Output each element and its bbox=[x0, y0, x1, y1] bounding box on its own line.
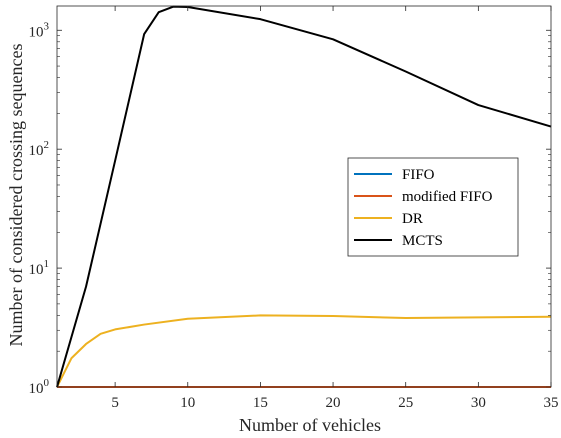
legend-label: modified FIFO bbox=[402, 189, 493, 205]
x-tick-label: 10 bbox=[180, 395, 195, 411]
series-line-dr bbox=[56, 314, 552, 388]
y-tick-label: 102 bbox=[29, 139, 50, 159]
y-tick-label: 101 bbox=[29, 258, 50, 278]
x-tick-label: 25 bbox=[398, 395, 413, 411]
axes-layer: 5 10 15 20 25 30 35 100 101 102 103 bbox=[29, 5, 559, 411]
x-tick-label: 20 bbox=[326, 395, 341, 411]
x-tick-label: 30 bbox=[471, 395, 486, 411]
x-tick-label: 35 bbox=[544, 395, 559, 411]
legend: FIFO modified FIFO DR MCTS bbox=[347, 157, 519, 257]
series-line-mcts bbox=[56, 5, 552, 388]
legend-label: FIFO bbox=[402, 167, 435, 183]
y-axis-title: Number of considered crossing sequences bbox=[6, 44, 26, 347]
y-tick-label: 103 bbox=[29, 20, 50, 40]
y-tick-label: 100 bbox=[29, 377, 50, 397]
x-axis-title: Number of vehicles bbox=[239, 415, 381, 435]
x-tick-label: 5 bbox=[111, 395, 119, 411]
x-tick-label: 15 bbox=[253, 395, 268, 411]
legend-label: DR bbox=[402, 211, 423, 227]
legend-label: MCTS bbox=[402, 233, 443, 249]
